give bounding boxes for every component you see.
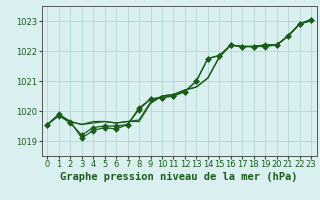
X-axis label: Graphe pression niveau de la mer (hPa): Graphe pression niveau de la mer (hPa) <box>60 172 298 182</box>
